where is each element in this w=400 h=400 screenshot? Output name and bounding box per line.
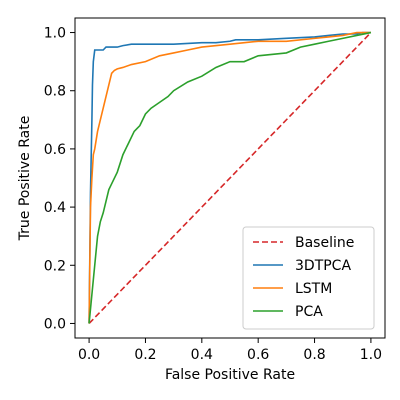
x-tick-label: 0.0 bbox=[78, 347, 100, 363]
y-tick-label: 0.2 bbox=[44, 258, 66, 274]
series-line-lstm bbox=[88, 31, 371, 324]
x-tick-label: 1.0 bbox=[360, 347, 382, 363]
legend-label-lstm: LSTM bbox=[295, 281, 332, 297]
x-tick-label: 0.4 bbox=[191, 347, 213, 363]
y-axis-ticks: 0.0 0.2 0.4 0.6 0.8 1.0 bbox=[44, 26, 75, 332]
y-tick-label: 0.0 bbox=[44, 316, 66, 332]
y-tick-label: 0.6 bbox=[44, 142, 66, 158]
x-axis-ticks: 0.0 0.2 0.4 0.6 0.8 1.0 bbox=[78, 338, 382, 363]
legend-label-pca: PCA bbox=[295, 304, 323, 320]
y-tick-label: 0.4 bbox=[44, 200, 66, 216]
x-axis-label: False Positive Rate bbox=[165, 367, 295, 383]
legend-label-baseline: Baseline bbox=[295, 235, 354, 251]
series-line-baseline bbox=[88, 31, 372, 325]
y-tick-label: 1.0 bbox=[44, 26, 66, 42]
axes-frame bbox=[74, 17, 386, 339]
series-layer bbox=[88, 31, 372, 325]
legend: Baseline 3DTPCA LSTM PCA bbox=[242, 226, 375, 330]
x-tick-label: 0.6 bbox=[247, 347, 269, 363]
legend-box bbox=[242, 226, 375, 330]
x-tick-label: 0.8 bbox=[303, 347, 325, 363]
legend-label-3dtpca: 3DTPCA bbox=[295, 258, 351, 274]
y-tick-label: 0.8 bbox=[44, 84, 66, 100]
series-line-pca bbox=[88, 31, 372, 324]
y-axis-label: True Positive Rate bbox=[17, 116, 33, 242]
x-tick-label: 0.2 bbox=[134, 347, 156, 363]
series-line-3dtpca bbox=[88, 31, 371, 324]
